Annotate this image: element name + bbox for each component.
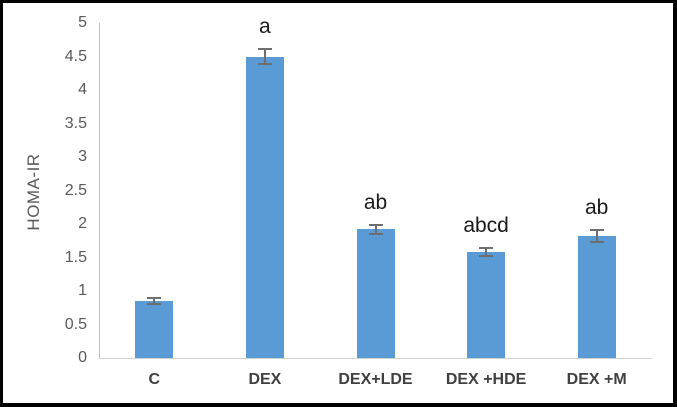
- y-tick-label: 1: [78, 282, 87, 299]
- error-bar-DEX +M: [589, 229, 604, 243]
- significance-label-DEX: a: [259, 15, 271, 39]
- x-category-label-DEX+LDE: DEX+LDE: [338, 371, 413, 388]
- y-tick-label: 3: [78, 148, 87, 165]
- bar-DEX +M: [577, 236, 616, 358]
- y-tick-label: 4.5: [64, 47, 87, 65]
- x-category-label-DEX +M: DEX +M: [566, 371, 627, 388]
- y-tick-label: 2: [78, 215, 87, 232]
- y-tick-label: 4: [78, 81, 87, 98]
- bar-DEX: [245, 56, 284, 358]
- error-bar-DEX: [257, 48, 272, 65]
- x-category-label-DEX: DEX: [248, 371, 282, 388]
- y-axis-line: [99, 23, 100, 358]
- error-bar-DEX +HDE: [479, 246, 494, 258]
- bar-C: [135, 301, 174, 358]
- significance-label-DEX +HDE: abcd: [463, 213, 509, 237]
- x-category-label-C: C: [148, 371, 161, 388]
- y-tick-label: 2.5: [64, 181, 87, 199]
- y-tick-label: 1.5: [64, 248, 87, 266]
- x-axis-line: [99, 358, 652, 359]
- y-tick-label: 5: [78, 14, 87, 31]
- y-tick-label: 3.5: [64, 114, 87, 132]
- bar-DEX+LDE: [356, 229, 395, 358]
- error-bar-DEX+LDE: [368, 224, 383, 235]
- significance-label-DEX+LDE: ab: [363, 191, 388, 214]
- y-tick-label: 0.5: [64, 315, 87, 333]
- significance-label-DEX +M: ab: [585, 196, 609, 220]
- error-bar-C: [147, 297, 162, 306]
- y-tick-label: 0: [78, 349, 87, 366]
- x-category-label-DEX +HDE: DEX +HDE: [445, 371, 527, 388]
- bar-DEX +HDE: [467, 252, 506, 358]
